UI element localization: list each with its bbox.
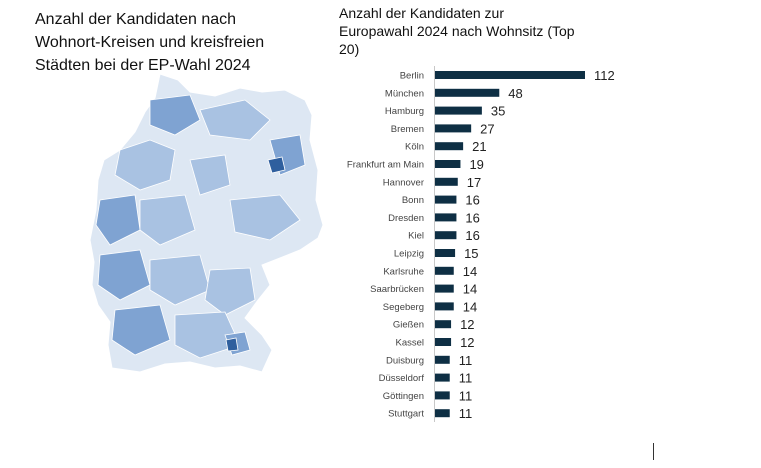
data-label: 15 xyxy=(464,246,478,261)
category-label: Berlin xyxy=(400,71,424,82)
data-label: 11 xyxy=(459,406,473,421)
germany-map xyxy=(89,73,324,373)
category-label: Frankfurt am Main xyxy=(347,160,424,171)
bar xyxy=(435,320,452,329)
category-label: Bonn xyxy=(402,195,424,206)
category-label: Segeberg xyxy=(383,302,424,313)
data-label: 112 xyxy=(594,68,615,83)
bar xyxy=(435,124,472,133)
category-label: Leipzig xyxy=(394,249,424,260)
data-label: 14 xyxy=(463,299,477,314)
data-label: 11 xyxy=(459,371,473,386)
category-label: Kiel xyxy=(408,231,424,242)
bar xyxy=(435,106,482,115)
data-label: 17 xyxy=(467,175,481,190)
category-label: Hamburg xyxy=(385,106,424,117)
data-label: 12 xyxy=(460,335,474,350)
category-label: Saarbrücken xyxy=(370,284,424,295)
data-label: 16 xyxy=(465,228,479,243)
text-cursor xyxy=(653,443,654,460)
data-label: 11 xyxy=(459,388,473,403)
bar xyxy=(435,71,585,79)
category-label: Gießen xyxy=(393,320,424,331)
bar xyxy=(435,195,457,204)
bar xyxy=(435,266,454,275)
bar xyxy=(435,88,500,97)
data-label: 21 xyxy=(472,139,486,154)
data-label: 14 xyxy=(463,264,477,279)
category-label: Stuttgart xyxy=(388,409,424,420)
category-label: München xyxy=(385,88,424,99)
bar xyxy=(435,160,461,168)
bar xyxy=(435,338,452,346)
data-label: 16 xyxy=(465,210,479,225)
data-label: 48 xyxy=(508,86,522,101)
bar xyxy=(435,249,456,257)
district-fills xyxy=(95,94,306,359)
bar xyxy=(435,302,454,311)
bar xyxy=(435,355,450,364)
data-label: 16 xyxy=(465,193,479,208)
bar xyxy=(435,177,458,186)
category-label: Duisburg xyxy=(386,355,424,366)
data-label: 35 xyxy=(491,104,505,119)
data-label: 14 xyxy=(463,282,477,297)
map-title: Anzahl der Kandidaten nach Wohnort-Kreis… xyxy=(35,11,265,74)
bar xyxy=(435,373,450,382)
category-label: Hannover xyxy=(383,177,424,188)
data-label: 11 xyxy=(459,353,473,368)
data-label: 27 xyxy=(480,121,494,136)
munich-region xyxy=(225,337,239,352)
category-label: Düsseldorf xyxy=(379,373,425,384)
data-label: 12 xyxy=(460,317,474,332)
chart-title: Anzahl der Kandidaten zur Europawahl 202… xyxy=(339,5,575,57)
bar xyxy=(435,213,457,222)
bar xyxy=(435,142,464,151)
bar xyxy=(435,284,454,293)
category-label: Göttingen xyxy=(383,391,424,402)
bar xyxy=(435,391,450,400)
category-label: Kassel xyxy=(395,338,424,349)
bar xyxy=(435,231,457,240)
bar xyxy=(435,409,450,418)
category-label: Karlsruhe xyxy=(383,266,424,277)
category-label: Bremen xyxy=(391,124,424,135)
data-label: 19 xyxy=(469,157,483,172)
category-label: Köln xyxy=(405,142,424,153)
category-label: Dresden xyxy=(388,213,424,224)
berlin-region xyxy=(267,156,286,174)
